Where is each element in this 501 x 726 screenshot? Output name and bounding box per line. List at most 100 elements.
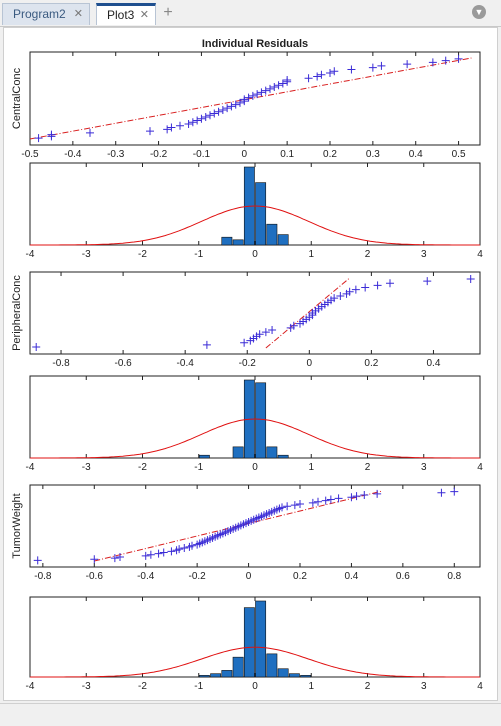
residual-point	[146, 127, 154, 136]
residual-point	[345, 287, 354, 296]
close-icon[interactable]: ✕	[139, 9, 149, 21]
residual-point	[326, 495, 335, 504]
x-tick-label: -0.6	[86, 571, 104, 582]
residual-point	[313, 72, 322, 81]
histogram-bar	[210, 673, 222, 678]
residual-point	[308, 498, 317, 507]
histogram-bar	[300, 675, 312, 678]
axes-frame	[29, 51, 481, 146]
residual-point	[373, 489, 382, 498]
residual-point	[428, 58, 437, 67]
histogram-bar	[221, 236, 233, 246]
residual-point	[231, 100, 240, 109]
histogram-bar	[198, 454, 210, 459]
x-tick-label: 0.3	[366, 149, 380, 160]
x-tick-label: 2	[365, 462, 371, 473]
residual-point	[32, 342, 41, 351]
residual-point	[86, 128, 94, 137]
residual-point	[163, 125, 172, 134]
chevron-down-icon[interactable]: ▼	[472, 5, 486, 19]
x-tick-label: 0.1	[280, 149, 294, 160]
x-tick-label: 0.5	[452, 149, 466, 160]
residual-point	[248, 91, 257, 100]
x-tick-label: 2	[365, 681, 371, 692]
x-tick-label: -2	[138, 249, 147, 260]
x-tick-label: -0.8	[34, 571, 52, 582]
x-tick-label: 4	[477, 681, 483, 692]
x-tick-label: 0	[242, 149, 248, 160]
residual-point	[214, 107, 223, 116]
residual-point	[255, 330, 264, 339]
residual-point	[240, 95, 249, 104]
x-tick-label: 0.4	[344, 571, 358, 582]
residual-point	[304, 74, 313, 83]
residual-point	[326, 68, 334, 77]
residual-point	[146, 550, 155, 559]
plus-icon[interactable]: +	[163, 4, 173, 21]
x-tick-label: -0.2	[239, 358, 257, 369]
histogram-bar	[255, 382, 267, 459]
histogram-bar	[232, 446, 244, 459]
residual-point	[236, 98, 244, 107]
x-tick-label: 0.4	[426, 358, 440, 369]
x-tick-label: -0.1	[193, 149, 211, 160]
x-tick-label: -0.6	[114, 358, 132, 369]
residual-point	[268, 325, 277, 334]
normal-fit-curve	[30, 646, 480, 678]
residual-point	[154, 549, 163, 558]
residual-point	[351, 285, 360, 294]
residual-point	[283, 76, 292, 85]
x-tick-label: 0	[307, 358, 313, 369]
residual-point	[278, 503, 286, 512]
close-icon[interactable]: ✕	[73, 8, 83, 20]
histogram-bar	[232, 656, 244, 678]
residual-point	[360, 490, 369, 499]
x-tick-label: 0.2	[293, 571, 307, 582]
y-axis-label: CentralConc	[11, 67, 23, 129]
histogram-bar	[266, 223, 278, 246]
residual-point	[274, 81, 283, 90]
x-tick-label: 1	[308, 462, 314, 473]
y-axis-label: PeripheralConc	[11, 275, 23, 351]
residual-point	[347, 65, 356, 74]
tab-program2[interactable]: Program2 ✕	[2, 3, 90, 25]
residuals-figure: Individual Residuals CentralConc -0.5 -0.4 -…	[11, 38, 483, 692]
x-tick-label: 0.6	[396, 571, 410, 582]
histogram-bar	[243, 607, 255, 678]
residual-point	[188, 118, 197, 127]
residual-point	[330, 67, 339, 76]
histogram-bar	[221, 670, 233, 678]
residual-point	[253, 90, 262, 99]
tab-bar: Program2 ✕ Plot3 ✕ + ▼	[0, 0, 501, 27]
residual-point	[403, 60, 412, 69]
y-axis-label: TumorWeight	[11, 493, 23, 558]
residual-point	[193, 116, 202, 125]
residual-point	[110, 554, 119, 563]
residual-point	[450, 487, 459, 496]
residual-point	[377, 61, 386, 70]
x-tick-label: -1	[194, 462, 203, 473]
residual-point	[386, 279, 394, 288]
residual-point	[296, 499, 304, 508]
residual-point	[441, 56, 450, 65]
residual-point	[278, 79, 287, 88]
residual-point	[141, 551, 150, 560]
histogram-bar	[232, 239, 244, 246]
x-tick-label: -2	[138, 681, 147, 692]
residual-point	[47, 130, 56, 139]
reference-line	[265, 277, 350, 349]
x-tick-label: 0.2	[364, 358, 378, 369]
axes-frame	[29, 375, 481, 459]
residual-point	[201, 112, 210, 121]
residual-point	[330, 294, 339, 303]
tab-plot3[interactable]: Plot3 ✕	[96, 3, 156, 25]
residual-point	[347, 493, 356, 502]
residual-point	[261, 328, 270, 337]
x-tick-label: -0.3	[107, 149, 125, 160]
x-tick-label: 1	[308, 681, 314, 692]
axes-frame	[29, 596, 481, 678]
x-tick-label: 3	[421, 249, 427, 260]
x-tick-label: -1	[194, 249, 203, 260]
residual-point	[180, 544, 189, 553]
residual-point	[244, 93, 253, 102]
